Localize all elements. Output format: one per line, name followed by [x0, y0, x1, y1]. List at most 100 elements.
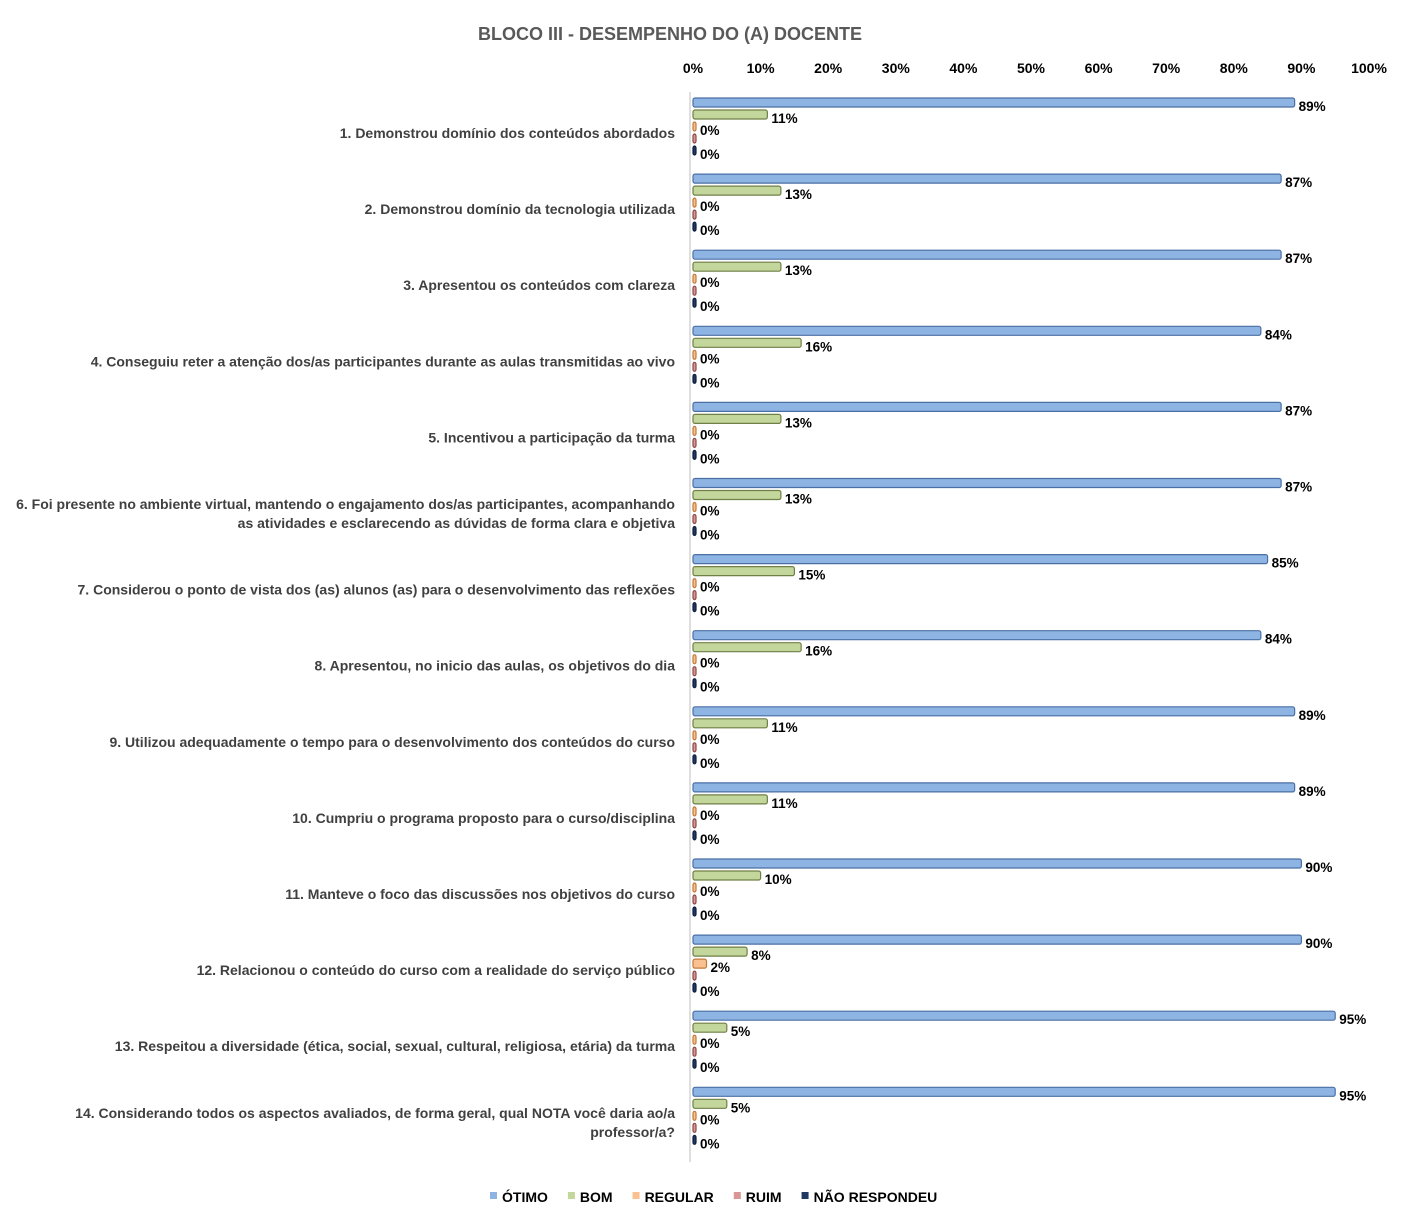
bar-regular	[692, 121, 697, 132]
category-label: 4. Conseguiu reter a atenção dos/as part…	[91, 353, 675, 369]
data-label: 90%	[1305, 936, 1332, 951]
data-label: 87%	[1285, 251, 1312, 266]
bar-bom	[692, 642, 802, 653]
x-tick-label: 50%	[1017, 60, 1046, 76]
x-tick-label: 90%	[1287, 60, 1316, 76]
category-label: 7. Considerou o ponto de vista dos (as) …	[78, 582, 676, 598]
data-label: 95%	[1339, 1088, 1366, 1103]
data-label: 0%	[700, 528, 720, 543]
category-label: 6. Foi presente no ambiente virtual, man…	[16, 496, 675, 512]
data-label: 89%	[1299, 99, 1326, 114]
data-label: 0%	[700, 604, 720, 619]
category-label: 14. Considerando todos os aspectos avali…	[75, 1105, 675, 1121]
data-label: 0%	[700, 808, 720, 823]
data-label: 0%	[700, 680, 720, 695]
legend-swatch	[801, 1192, 809, 1199]
data-label: 0%	[700, 451, 720, 466]
data-label: 0%	[700, 884, 720, 899]
category-labels: 1. Demonstrou domínio dos conteúdos abor…	[16, 125, 675, 1140]
bar--timo	[692, 630, 1262, 641]
x-axis-ticks: 0% 10% 20% 30% 40% 50% 60% 70% 80% 90% 100%	[683, 60, 1388, 76]
legend-swatch	[733, 1192, 741, 1199]
bar-n-o-respondeu	[692, 449, 697, 460]
category-label: 9. Utilizou adequadamente o tempo para o…	[109, 734, 675, 750]
bar-ruim	[692, 894, 697, 905]
bar-bom	[692, 489, 782, 501]
bar-ruim	[692, 970, 697, 981]
bar-n-o-respondeu	[692, 830, 697, 841]
data-label: 0%	[700, 756, 720, 771]
bar-bom	[692, 1098, 728, 1109]
bar-n-o-respondeu	[692, 678, 697, 689]
bar-ruim	[692, 285, 697, 296]
legend-swatch	[490, 1192, 497, 1199]
data-label: 13%	[785, 263, 812, 278]
category-label: 11. Manteve o foco das discussões nos ob…	[285, 886, 675, 902]
legend-label: ÓTIMO	[502, 1188, 548, 1205]
bar-regular	[692, 501, 697, 513]
category-label: 1. Demonstrou domínio dos conteúdos abor…	[340, 125, 675, 141]
bar-n-o-respondeu	[692, 906, 697, 917]
bar-ruim	[692, 513, 697, 525]
data-label: 95%	[1339, 1012, 1366, 1027]
bar-regular	[692, 349, 697, 360]
bar--timo	[692, 934, 1303, 945]
x-tick-label: 70%	[1152, 60, 1181, 76]
data-label: 16%	[805, 339, 832, 354]
bar-ruim	[692, 209, 697, 220]
data-label: 0%	[700, 275, 720, 290]
legend-swatch	[632, 1192, 640, 1199]
chart-title: BLOCO III - DESEMPENHO DO (A) DOCENTE	[478, 24, 862, 44]
bar-ruim	[692, 1122, 697, 1133]
data-label: 0%	[700, 375, 720, 390]
data-label: 0%	[700, 1060, 720, 1075]
bar--timo	[692, 325, 1262, 336]
bar--timo	[692, 173, 1282, 184]
bar--timo	[692, 1010, 1336, 1021]
bar-regular	[692, 577, 697, 589]
bars	[692, 97, 1336, 1145]
bar-bom	[692, 261, 782, 272]
data-label: 0%	[700, 1136, 720, 1151]
bar-n-o-respondeu	[692, 373, 697, 384]
data-label: 11%	[771, 720, 797, 735]
bar-bom	[692, 565, 796, 577]
data-label: 84%	[1265, 632, 1292, 647]
category-label: 5. Incentivou a participação da turma	[428, 429, 675, 445]
data-label: 85%	[1272, 556, 1299, 571]
data-label: 8%	[751, 948, 771, 963]
data-label: 0%	[700, 223, 720, 238]
data-label: 84%	[1265, 327, 1292, 342]
x-tick-label: 40%	[949, 60, 978, 76]
category-label: professor/a?	[590, 1124, 675, 1140]
bar-regular	[692, 730, 697, 741]
data-label: 0%	[700, 427, 720, 442]
bar-bom	[692, 337, 802, 348]
category-label: 3. Apresentou os conteúdos com clareza	[403, 277, 675, 293]
bar-n-o-respondeu	[692, 297, 697, 308]
data-label: 10%	[765, 872, 792, 887]
data-label: 0%	[700, 1112, 720, 1127]
data-label: 16%	[805, 644, 832, 659]
bar--timo	[692, 706, 1296, 717]
category-label: 12. Relacionou o conteúdo do curso com a…	[197, 962, 675, 978]
bar-regular	[692, 273, 697, 284]
bar-bom	[692, 718, 768, 729]
bar-n-o-respondeu	[692, 754, 697, 765]
bar-regular	[692, 197, 697, 208]
data-label: 0%	[700, 656, 720, 671]
bar-regular	[692, 806, 697, 817]
bar-regular	[692, 958, 708, 969]
data-label: 13%	[785, 187, 812, 202]
bar-ruim	[692, 1046, 697, 1057]
x-tick-label: 80%	[1220, 60, 1249, 76]
data-label: 89%	[1299, 708, 1326, 723]
bar--timo	[692, 249, 1282, 260]
legend-label: REGULAR	[645, 1189, 714, 1205]
bar--timo	[692, 477, 1282, 489]
category-label: 2. Demonstrou domínio da tecnologia util…	[365, 201, 676, 217]
bar-bom	[692, 185, 782, 196]
bar-n-o-respondeu	[692, 1134, 697, 1145]
data-label: 0%	[700, 123, 720, 138]
data-label: 11%	[771, 796, 797, 811]
